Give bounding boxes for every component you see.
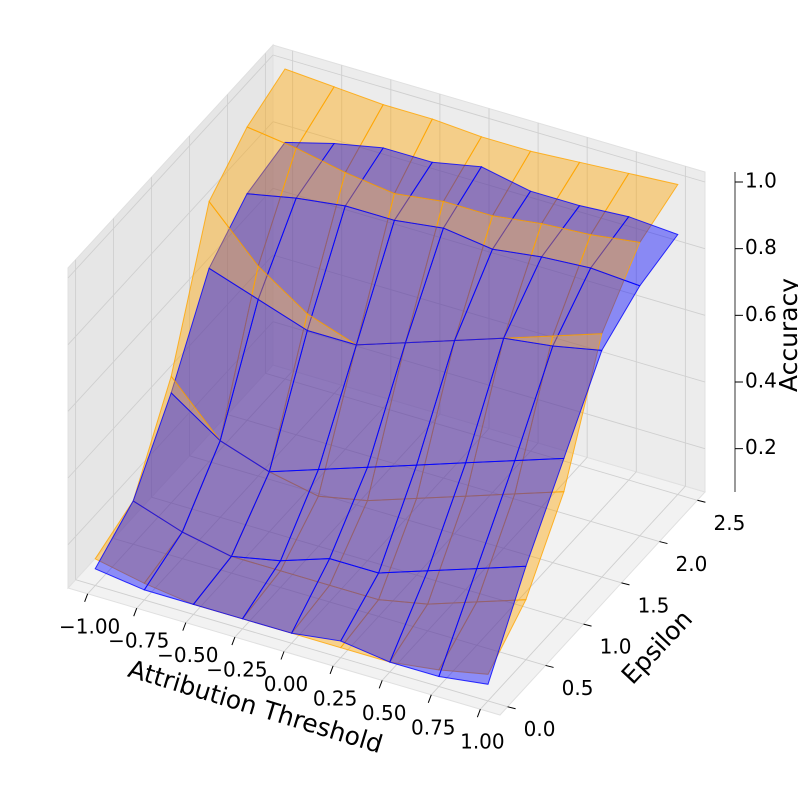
x-tick-label: −0.25 — [206, 658, 267, 682]
grid-line — [272, 121, 706, 250]
surface-cell — [438, 565, 527, 685]
y-tick-label: 1.5 — [638, 593, 670, 617]
grid-line — [430, 471, 637, 696]
grid-line — [272, 187, 706, 316]
z-tick-label: 1.0 — [745, 169, 777, 193]
x-tick — [84, 593, 89, 602]
left-pane — [67, 43, 274, 590]
x-tick — [427, 694, 432, 703]
grid-line — [265, 372, 698, 501]
z-tick-label: 0.4 — [745, 369, 777, 393]
y-tick — [507, 706, 516, 710]
y-tick — [659, 541, 668, 545]
x-tick-label: 0.75 — [411, 715, 456, 739]
grid-line — [234, 413, 441, 638]
x-tick-label: −0.50 — [157, 643, 218, 667]
y-tick-label: 1.0 — [600, 635, 632, 659]
z-axis-title: Accuracy — [774, 278, 798, 392]
grid-line — [272, 54, 706, 183]
grid-line — [189, 455, 622, 584]
y-tick — [697, 499, 706, 503]
surface-cell — [438, 599, 527, 675]
y-tick — [545, 664, 554, 668]
grid-line — [75, 579, 508, 708]
x-tick-label: −0.75 — [108, 629, 169, 653]
grid-line — [67, 54, 274, 279]
x-tick-label: 0.00 — [264, 672, 309, 696]
x-tick — [378, 680, 383, 689]
x-tick-label: −1.00 — [59, 614, 120, 638]
z-tick-label: 0.8 — [745, 235, 777, 259]
y-tick-label: 2.5 — [714, 511, 746, 535]
x-tick-label: 0.50 — [362, 701, 407, 725]
x-tick-label: 1.00 — [460, 730, 505, 754]
y-tick-label: 0.5 — [562, 676, 594, 700]
y-tick-label: 2.0 — [676, 552, 708, 576]
grid-line — [67, 188, 274, 412]
x-tick — [182, 622, 187, 631]
grid-line — [185, 399, 392, 623]
grid-line — [332, 442, 539, 667]
x-tick-label: 0.25 — [313, 686, 358, 710]
grid-line — [113, 538, 546, 666]
grid-line — [67, 121, 274, 345]
x-tick — [133, 608, 138, 617]
z-tick-label: 0.2 — [745, 435, 777, 459]
grid-line — [227, 414, 660, 542]
x-tick — [280, 651, 285, 660]
grid-line — [480, 485, 686, 710]
x-tick — [231, 636, 236, 646]
grid-line — [151, 496, 584, 625]
y-tick-label: 0.0 — [524, 717, 556, 741]
grid-line — [283, 428, 490, 652]
y-tick — [621, 582, 630, 586]
x-tick — [476, 709, 481, 718]
grid-line — [67, 254, 274, 479]
y-tick — [583, 623, 592, 627]
x-tick — [329, 665, 334, 675]
grid-line — [136, 384, 343, 609]
grid-line — [381, 457, 588, 681]
grid-line — [67, 321, 274, 545]
grid-line — [272, 254, 706, 383]
z-tick-label: 0.6 — [745, 302, 777, 326]
grid-line — [87, 370, 293, 595]
